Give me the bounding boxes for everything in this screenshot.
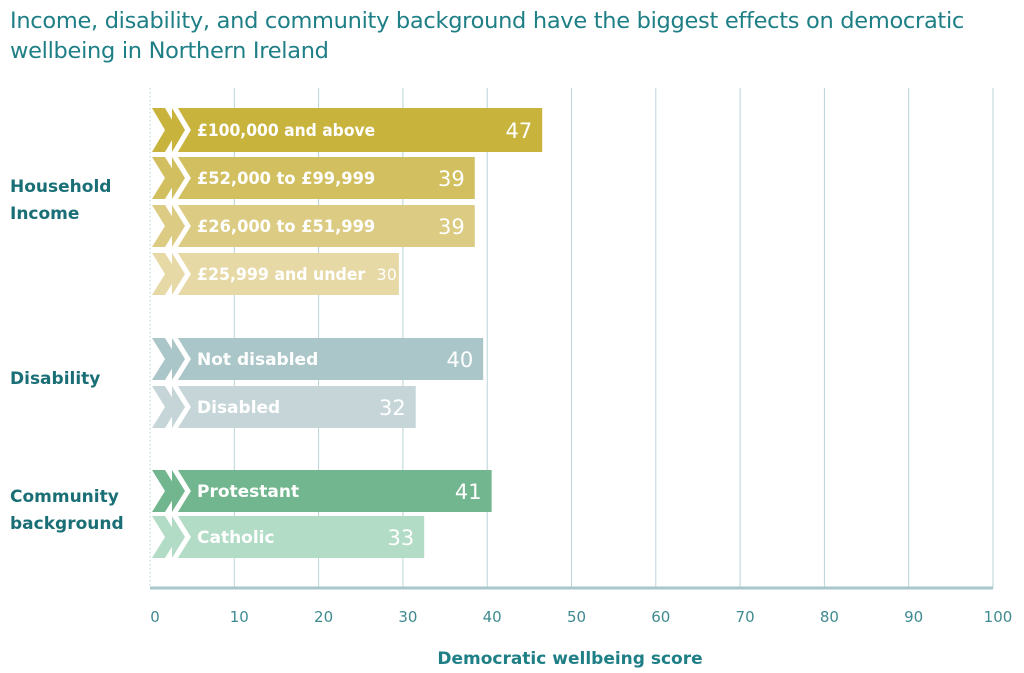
chevron-icon [152,108,178,152]
bar-row: £100,000 and above 47 [152,108,543,152]
x-tick-label: 40 [483,608,502,626]
bar-row: £52,000 to £99,999 39 [152,157,475,199]
x-tick-label: 50 [567,608,586,626]
group-label-line: Community [10,487,119,507]
chevron-icon [178,516,192,558]
x-tick-label: 80 [820,608,839,626]
chevron-icon [178,470,192,512]
bar-value-label: 39 [438,215,465,239]
x-tick-label: 20 [314,608,333,626]
x-tick-label: 90 [904,608,923,626]
chart-title: Income, disability, and community backgr… [10,8,964,64]
bar-row: Not disabled 40 [152,338,484,380]
bar-value-label: 41 [455,480,482,504]
chevron-icon [178,338,192,380]
chevron-icon [172,516,191,558]
bar [172,470,492,512]
bar [172,386,416,428]
bar-value-label: 30 [377,265,397,284]
chevron-icon [178,253,192,295]
group-label-line: Household [10,177,112,197]
bar-row: Protestant 41 [152,470,492,512]
bar [172,108,543,152]
bar-row: Disabled 32 [152,386,416,428]
bar-category-label: £100,000 and above [197,121,375,141]
x-tick-label: 100 [984,608,1013,626]
chevron-icon [172,205,191,247]
chevron-icon [178,205,192,247]
bar-category-label: £26,000 to £51,999 [197,217,375,237]
x-tick-label: 30 [398,608,417,626]
group-label-line: Disability [10,369,101,389]
bar-category-label: Catholic [197,528,275,548]
chevron-icon [152,157,178,199]
chevron-icon [172,470,191,512]
bar-row: Catholic 33 [152,516,425,558]
group-label: Disability [10,366,100,393]
group-label-line: Income [10,204,80,224]
chevron-icon [152,516,178,558]
bar-value-label: 47 [505,119,532,143]
chevron-icon [172,108,191,152]
chevron-icon [172,157,191,199]
group-label-line: background [10,514,124,534]
x-tick-label: 0 [150,608,160,626]
bar [172,157,475,199]
bar-row: £25,999 and under 30 [152,253,399,295]
bar [172,205,475,247]
chevron-icon [172,253,191,295]
chevron-icon [152,386,178,428]
bar [172,253,399,295]
bar-row: £26,000 to £51,999 39 [152,205,475,247]
chevron-icon [152,253,178,295]
chevron-icon [172,386,191,428]
bar-category-label: £52,000 to £99,999 [197,169,375,189]
chevron-icon [178,108,192,152]
bars: £100,000 and above 47 £52,000 to £99,999 39… [152,108,543,558]
chevron-icon [178,157,192,199]
group-label: Community background [10,484,124,538]
x-axis: 0 10 20 30 40 50 60 70 80 90 100 [150,586,1013,626]
bar-category-label: £25,999 and under [197,265,366,285]
chevron-icon [152,205,178,247]
chevron-icon [178,386,192,428]
chevron-icon [152,338,178,380]
x-tick-label: 10 [230,608,249,626]
bar-category-label: Disabled [197,398,280,418]
group-label: Household Income [10,174,111,228]
bar [172,516,425,558]
bar [172,338,484,380]
chevron-icon [152,470,178,512]
bar-value-label: 33 [387,526,414,550]
bar-value-label: 32 [379,396,406,420]
x-tick-label: 60 [651,608,670,626]
chevron-icon [172,338,191,380]
bar-value-label: 40 [446,348,473,372]
bar-value-label: 39 [438,167,465,191]
x-tick-label: 70 [736,608,755,626]
bar-category-label: Protestant [197,482,299,502]
bar-category-label: Not disabled [197,350,318,370]
x-axis-label: Democratic wellbeing score [437,649,702,669]
